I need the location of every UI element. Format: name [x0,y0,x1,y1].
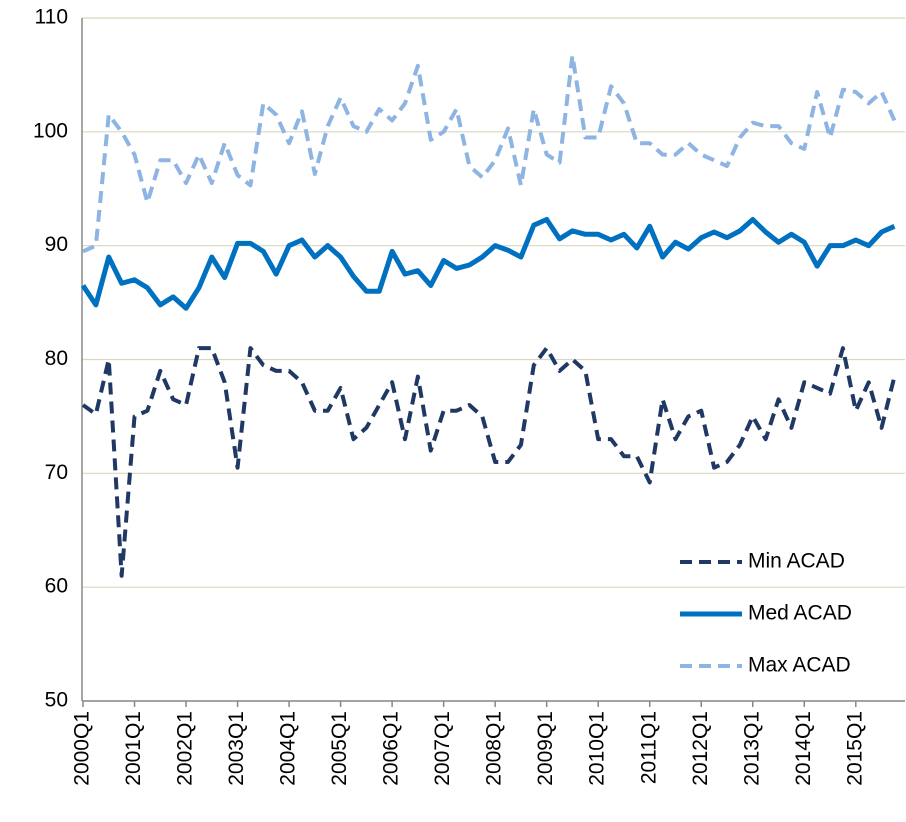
y-tick-label: 70 [45,461,68,484]
x-tick-label: 2011Q1 [637,711,660,784]
x-tick-label: 2010Q1 [586,711,609,786]
x-tick-label: 2006Q1 [380,711,403,786]
y-tick-label: 90 [45,233,68,256]
y-tick-label: 100 [33,119,68,142]
y-tick-label: 60 [45,575,68,598]
legend-label: Med ACAD [748,602,852,625]
x-tick-label: 2008Q1 [483,711,506,786]
x-tick-label: 2014Q1 [792,711,815,786]
legend-label: Min ACAD [748,550,845,573]
x-tick-label: 2001Q1 [122,711,145,786]
legend-label: Max ACAD [748,654,851,677]
x-tick-label: 2009Q1 [534,711,557,786]
series-line [82,53,897,254]
series-line [80,216,896,311]
x-tick-label: 2005Q1 [328,711,351,786]
x-tick-label: 2015Q1 [843,711,866,786]
y-tick-label: 80 [45,347,68,370]
x-tick-label: 2012Q1 [689,711,712,786]
x-tick-label: 2003Q1 [225,711,248,786]
y-tick-label: 50 [45,689,68,712]
y-tick-label: 110 [35,6,68,29]
series-line [81,346,897,578]
x-tick-label: 2013Q1 [740,711,763,786]
x-tick-label: 2004Q1 [277,711,300,786]
x-tick-label: 2000Q1 [71,711,94,786]
x-tick-label: 2002Q1 [174,711,197,786]
x-tick-label: 2007Q1 [431,711,454,786]
